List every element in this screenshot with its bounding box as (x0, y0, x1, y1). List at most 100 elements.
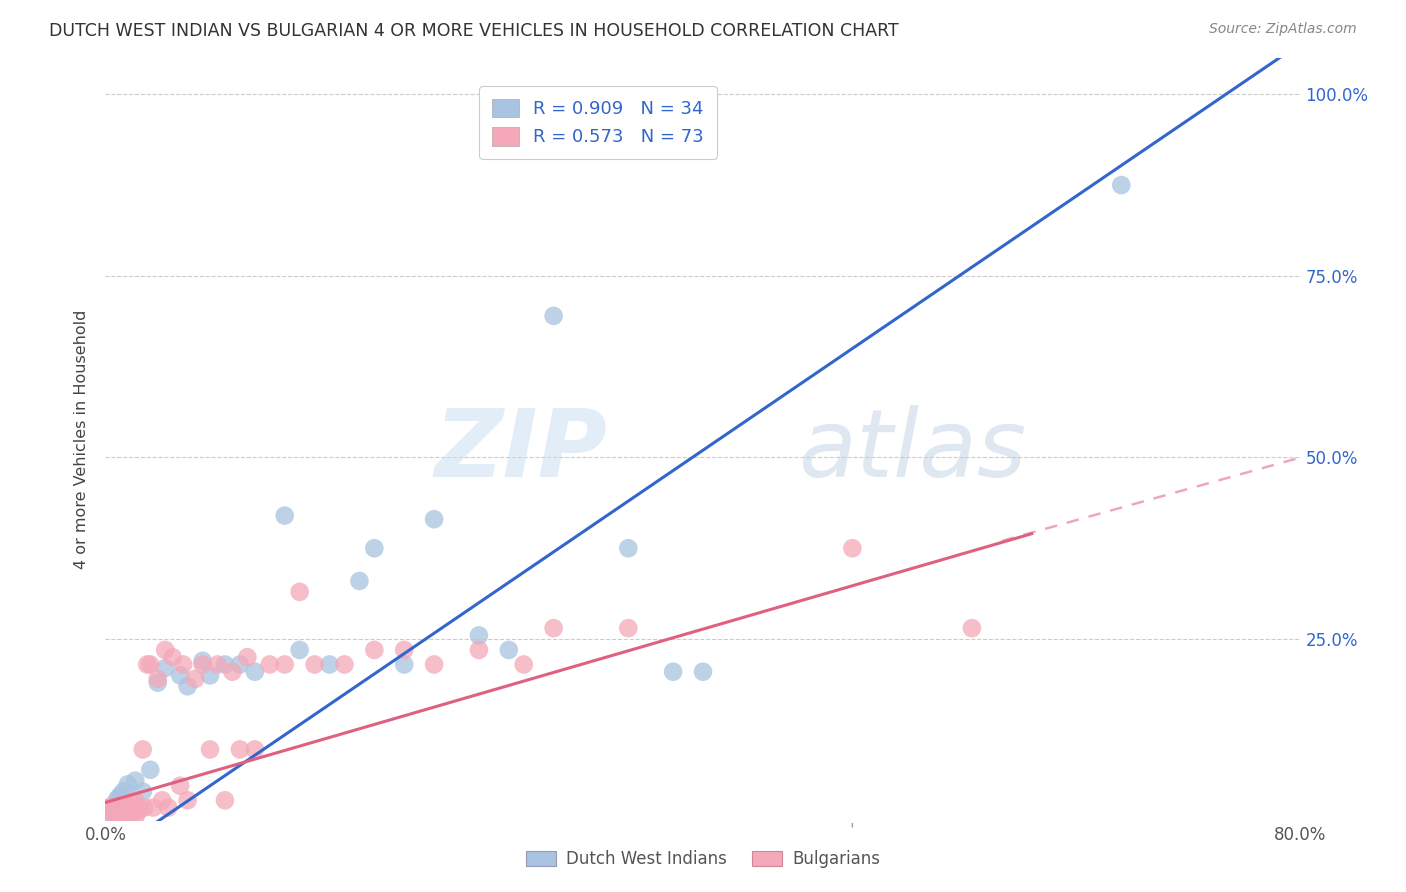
Point (108, 804, 131, 818)
Point (101, 800, 124, 814)
Point (124, 793, 146, 807)
Point (394, 657, 416, 672)
Point (139, 657, 162, 672)
Point (134, 800, 156, 814)
Point (236, 650, 259, 665)
Point (122, 800, 145, 814)
Point (139, 763, 162, 777)
Text: DUTCH WEST INDIAN VS BULGARIAN 4 OR MORE VEHICLES IN HOUSEHOLD CORRELATION CHART: DUTCH WEST INDIAN VS BULGARIAN 4 OR MORE… (49, 22, 898, 40)
Point (155, 661, 177, 675)
Point (543, 621, 565, 635)
Point (101, 810, 124, 824)
Point (243, 742, 266, 756)
Point (169, 779, 191, 793)
Point (318, 657, 340, 672)
Point (692, 665, 714, 679)
Point (176, 793, 198, 807)
Point (124, 773, 146, 788)
Point (229, 742, 252, 756)
Point (198, 742, 221, 756)
Y-axis label: 4 or more Vehicles in Household: 4 or more Vehicles in Household (75, 310, 90, 569)
Point (169, 668, 191, 682)
Point (513, 657, 536, 672)
Point (142, 800, 165, 814)
Point (97, 806, 120, 821)
Point (198, 668, 221, 682)
Point (98, 810, 121, 824)
Point (184, 672, 207, 686)
Point (114, 804, 136, 818)
Point (1111, 178, 1133, 193)
Point (273, 657, 295, 672)
Point (104, 810, 127, 824)
Point (221, 665, 243, 679)
Point (214, 657, 236, 672)
Point (132, 784, 155, 798)
Point (112, 784, 135, 798)
Legend: R = 0.909   N = 34, R = 0.573   N = 73: R = 0.909 N = 34, R = 0.573 N = 73 (479, 86, 717, 159)
Point (115, 797, 138, 812)
Point (96, 806, 118, 821)
Point (333, 657, 356, 672)
Point (107, 800, 129, 814)
Point (617, 621, 640, 635)
Point (146, 672, 169, 686)
Point (96, 810, 118, 824)
Point (191, 657, 214, 672)
Point (662, 665, 685, 679)
Point (124, 810, 146, 824)
Point (110, 810, 132, 824)
Point (112, 800, 135, 814)
Point (259, 657, 281, 672)
Point (136, 657, 159, 672)
Point (107, 792, 129, 806)
Point (146, 675, 169, 690)
Point (960, 621, 983, 635)
Point (155, 643, 177, 657)
Point (128, 800, 150, 814)
Point (423, 657, 446, 672)
Point (107, 807, 129, 822)
Point (100, 807, 122, 822)
Point (103, 804, 125, 818)
Point (120, 797, 142, 812)
Point (468, 628, 491, 642)
Point (229, 657, 252, 672)
Point (98, 803, 121, 817)
Point (121, 804, 143, 818)
Point (363, 643, 385, 657)
Text: atlas: atlas (799, 405, 1026, 496)
Point (243, 665, 266, 679)
Point (98, 800, 121, 814)
Point (191, 654, 214, 668)
Point (176, 679, 198, 693)
Point (127, 804, 149, 818)
Point (157, 800, 180, 814)
Point (172, 657, 194, 672)
Point (110, 800, 132, 814)
Point (468, 643, 491, 657)
Point (132, 742, 155, 756)
Point (423, 512, 446, 526)
Point (98, 806, 121, 821)
Point (117, 807, 139, 822)
Point (150, 793, 173, 807)
Point (304, 657, 326, 672)
Point (103, 807, 125, 822)
Point (110, 789, 132, 803)
Point (108, 810, 131, 824)
Text: ZIP: ZIP (434, 405, 607, 497)
Point (617, 541, 640, 556)
Point (100, 804, 122, 818)
Point (97, 800, 120, 814)
Point (117, 777, 139, 791)
Point (101, 799, 124, 814)
Point (363, 541, 385, 556)
Point (111, 804, 134, 818)
Point (349, 574, 371, 588)
Point (104, 796, 127, 810)
Point (498, 643, 520, 657)
Point (97, 807, 120, 822)
Point (214, 793, 236, 807)
Point (207, 657, 229, 672)
